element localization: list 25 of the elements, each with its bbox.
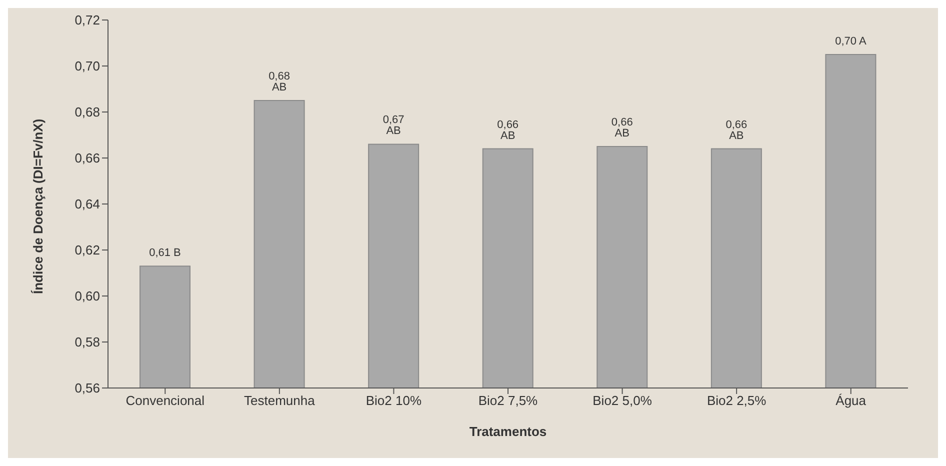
y-tick-label: 0,70: [74, 58, 100, 74]
y-axis-title: Índice de Doença (DI=Fv/nX): [30, 118, 46, 294]
x-tick-label: Convencional: [126, 393, 205, 408]
y-tick-label: 0,62: [74, 242, 100, 258]
y-tick-label: 0,56: [74, 380, 100, 396]
data-label: 0,67 AB: [382, 114, 404, 138]
y-tick-label: 0,64: [74, 196, 100, 212]
data-label: 0,66 AB: [611, 116, 633, 140]
data-label: 0,70 A: [835, 36, 867, 48]
y-tick-label: 0,68: [74, 104, 100, 120]
x-tick-label: Testemunha: [244, 393, 316, 408]
x-tick-label: Bio2 7,5%: [478, 393, 538, 408]
data-label: 0,61 B: [149, 247, 181, 260]
x-tick-label: Água: [836, 393, 867, 408]
x-tick-label: Bio2 2,5%: [706, 393, 767, 408]
y-tick-label: 0,66: [74, 150, 100, 166]
data-label: 0,68 AB: [268, 70, 290, 94]
y-tick-label: 0,72: [74, 12, 100, 28]
data-label: 0,66 AB: [497, 118, 519, 142]
x-tick-label: Bio2 10%: [366, 393, 422, 408]
y-tick-label: 0,58: [74, 334, 100, 350]
x-tick-label: Bio2 5,0%: [592, 393, 652, 408]
y-tick-label: 0,60: [74, 288, 100, 304]
x-axis-title: Tratamentos: [469, 424, 547, 439]
data-label: 0,66 AB: [726, 118, 748, 142]
